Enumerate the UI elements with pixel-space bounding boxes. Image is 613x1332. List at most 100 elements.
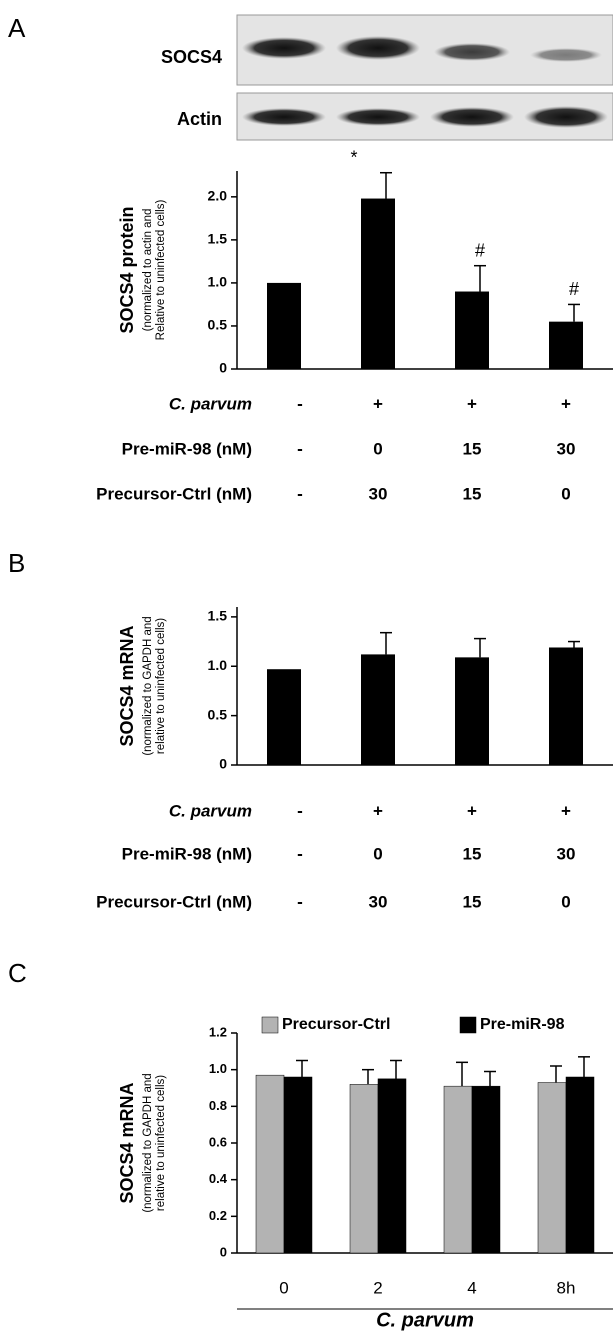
condition-value: - bbox=[297, 844, 303, 863]
y-tick-label: 0.5 bbox=[208, 317, 228, 333]
condition-value: - bbox=[297, 439, 303, 458]
y-tick-label: 0.5 bbox=[208, 706, 228, 722]
error-bar bbox=[568, 642, 580, 648]
bar bbox=[378, 1079, 406, 1253]
condition-value: - bbox=[297, 484, 303, 503]
x-tick-label: 2 bbox=[373, 1278, 382, 1297]
x-tick-label: 8h bbox=[557, 1278, 576, 1297]
error-bar bbox=[296, 1061, 308, 1078]
condition-label: C. parvum bbox=[169, 394, 252, 413]
y-tick-label: 0.6 bbox=[209, 1134, 227, 1149]
condition-value: - bbox=[297, 801, 303, 820]
significance-mark: # bbox=[475, 240, 485, 260]
condition-value: 0 bbox=[373, 439, 382, 458]
error-bar bbox=[550, 1066, 562, 1083]
x-tick-label: 0 bbox=[279, 1278, 288, 1297]
x-axis-label: C. parvum bbox=[376, 1309, 474, 1331]
condition-value: 15 bbox=[463, 484, 482, 503]
y-tick-label: 1.5 bbox=[208, 608, 228, 624]
condition-value: + bbox=[467, 394, 477, 413]
error-bar bbox=[380, 633, 392, 655]
y-axis-label: SOCS4 mRNA bbox=[117, 1082, 137, 1203]
condition-value: + bbox=[467, 801, 477, 820]
error-bar bbox=[456, 1062, 468, 1086]
y-tick-label: 2.0 bbox=[208, 188, 228, 204]
y-tick-label: 0.2 bbox=[209, 1208, 227, 1223]
condition-label: Precursor-Ctrl (nM) bbox=[96, 484, 252, 503]
condition-value: + bbox=[561, 394, 571, 413]
error-bar bbox=[474, 639, 486, 658]
bar bbox=[267, 283, 301, 369]
condition-label: Pre-miR-98 (nM) bbox=[122, 439, 252, 458]
blot bbox=[237, 15, 613, 140]
y-axis-note: relative to uninfected cells) bbox=[155, 618, 167, 754]
bar bbox=[444, 1086, 472, 1253]
condition-value: + bbox=[373, 801, 383, 820]
error-bar bbox=[362, 1070, 374, 1085]
condition-value: 15 bbox=[463, 439, 482, 458]
condition-value: 0 bbox=[373, 844, 382, 863]
condition-value: + bbox=[373, 394, 383, 413]
y-axis-note: Relative to uninfected cells) bbox=[155, 200, 167, 341]
bar bbox=[549, 322, 583, 369]
y-tick-label: 1.5 bbox=[208, 231, 228, 247]
condition-value: 0 bbox=[561, 892, 570, 911]
x-tick-label: 4 bbox=[467, 1278, 476, 1297]
bar bbox=[361, 654, 395, 765]
y-tick-label: 1.2 bbox=[209, 1024, 227, 1039]
panel-letter: C bbox=[8, 958, 27, 988]
error-bar bbox=[568, 304, 580, 321]
panel-letter: A bbox=[8, 13, 26, 43]
condition-value: 30 bbox=[369, 892, 388, 911]
y-tick-label: 0.4 bbox=[209, 1171, 228, 1186]
y-tick-label: 0 bbox=[220, 1244, 227, 1259]
condition-label: C. parvum bbox=[169, 801, 252, 820]
blot-label: Actin bbox=[177, 109, 222, 129]
error-bar bbox=[390, 1061, 402, 1079]
bar bbox=[455, 292, 489, 369]
blot-label: SOCS4 bbox=[161, 47, 222, 67]
y-tick-label: 1.0 bbox=[209, 1061, 227, 1076]
bar bbox=[549, 647, 583, 765]
condition-label: Precursor-Ctrl (nM) bbox=[96, 892, 252, 911]
y-tick-label: 1.0 bbox=[208, 274, 228, 290]
condition-value: 15 bbox=[463, 844, 482, 863]
y-axis-note: (normalized to GAPDH and bbox=[142, 1073, 154, 1212]
significance-mark: # bbox=[569, 279, 579, 299]
y-tick-label: 0 bbox=[219, 360, 227, 376]
legend-label: Pre-miR-98 bbox=[480, 1016, 565, 1033]
bar bbox=[267, 669, 301, 765]
y-axis-label: SOCS4 protein bbox=[117, 206, 137, 333]
error-bar bbox=[474, 266, 486, 292]
error-bar bbox=[578, 1057, 590, 1077]
figure: A SOCS4 Actin SOCS4 protein (normalized to a… bbox=[0, 0, 613, 1332]
condition-value: 15 bbox=[463, 892, 482, 911]
y-tick-label: 1.0 bbox=[208, 657, 228, 673]
legend-swatch bbox=[460, 1017, 476, 1033]
y-axis-note: relative to uninfected cells) bbox=[155, 1075, 167, 1211]
bar bbox=[256, 1075, 284, 1253]
bar bbox=[472, 1086, 500, 1253]
bar bbox=[566, 1077, 594, 1253]
legend-swatch bbox=[262, 1017, 278, 1033]
panel-letter: B bbox=[8, 548, 25, 578]
y-axis-note: (normalized to GAPDH and bbox=[142, 616, 154, 755]
condition-value: - bbox=[297, 892, 303, 911]
legend-label: Precursor-Ctrl bbox=[282, 1016, 390, 1033]
y-axis-note: (normalized to actin and bbox=[142, 209, 154, 332]
condition-value: 30 bbox=[369, 484, 388, 503]
condition-value: - bbox=[297, 394, 303, 413]
condition-value: 0 bbox=[561, 484, 570, 503]
bar bbox=[284, 1077, 312, 1253]
y-tick-label: 0.8 bbox=[209, 1098, 227, 1113]
condition-value: 30 bbox=[557, 439, 576, 458]
error-bar bbox=[484, 1072, 496, 1087]
bar bbox=[455, 657, 489, 765]
y-tick-label: 0 bbox=[219, 756, 227, 772]
bar bbox=[361, 199, 395, 369]
condition-value: + bbox=[561, 801, 571, 820]
y-axis-label: SOCS4 mRNA bbox=[117, 625, 137, 746]
significance-mark: * bbox=[350, 147, 357, 167]
condition-label: Pre-miR-98 (nM) bbox=[122, 844, 252, 863]
bar bbox=[350, 1084, 378, 1253]
